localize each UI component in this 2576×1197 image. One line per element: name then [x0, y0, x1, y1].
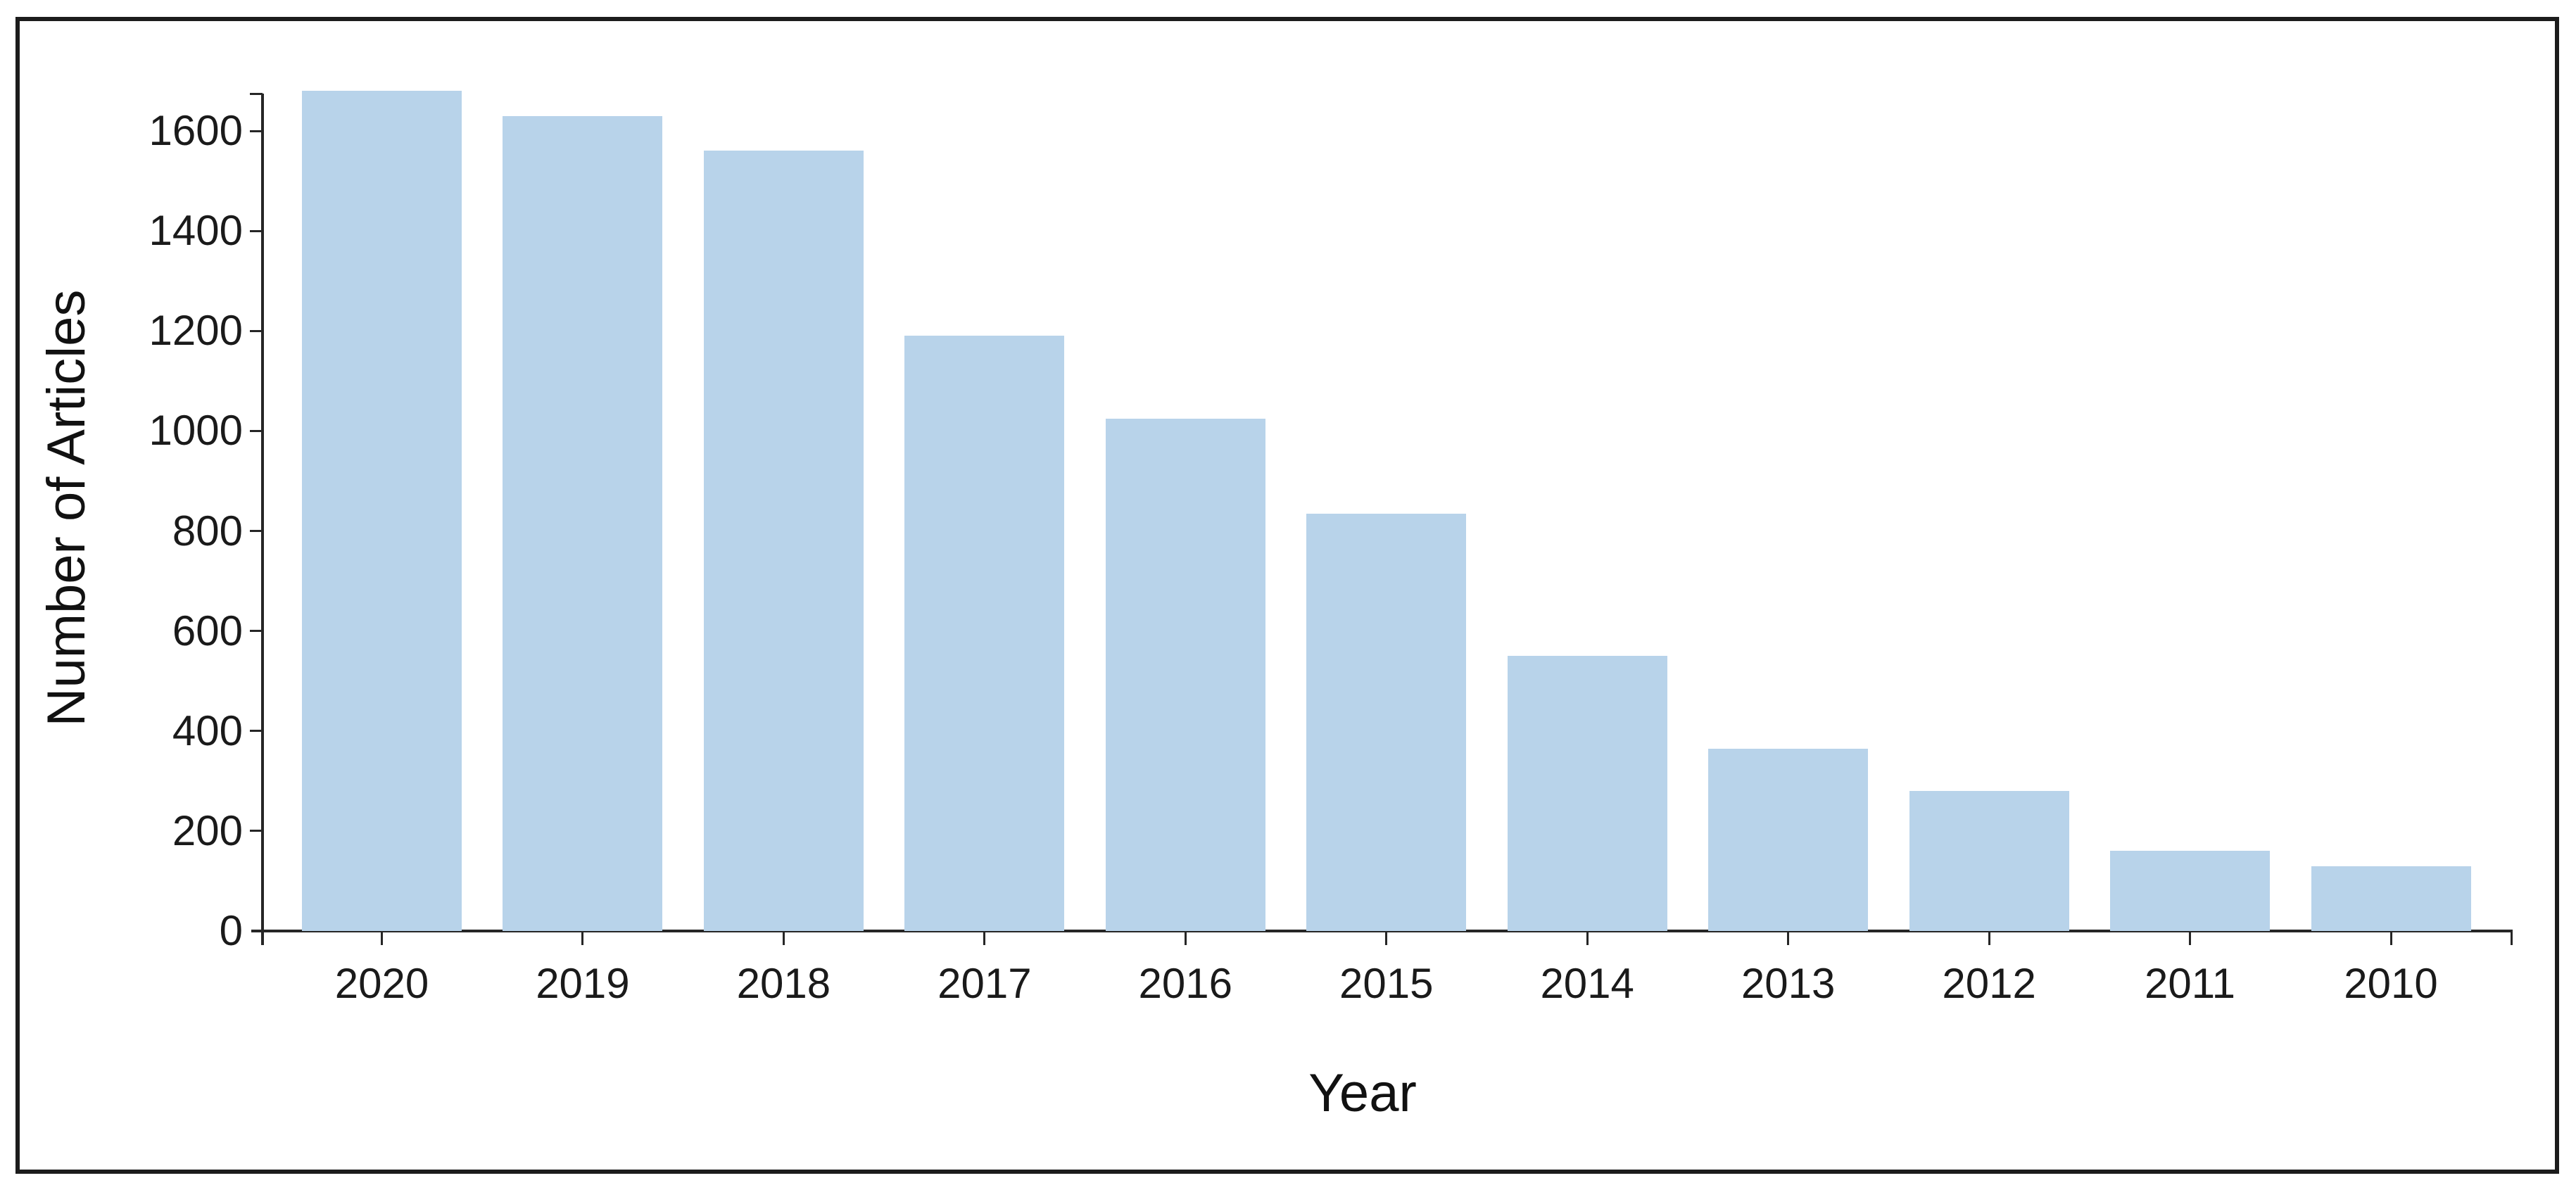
- x-tick-label: 2011: [2145, 960, 2236, 1007]
- x-tick: [1184, 931, 1187, 945]
- bar-2013: [1708, 748, 1869, 931]
- x-tick: [2189, 931, 2192, 945]
- x-tick: [381, 931, 383, 945]
- y-tick: [250, 129, 263, 132]
- bar-2018: [703, 151, 864, 931]
- bar-2016: [1105, 418, 1265, 931]
- bar-2010: [2311, 866, 2471, 931]
- y-tick: [250, 329, 263, 332]
- y-tick: [250, 730, 263, 733]
- y-tick-label: 1200: [149, 307, 243, 355]
- y-tick-label: 1600: [149, 107, 243, 154]
- bar-2014: [1507, 656, 1667, 931]
- y-tick-label: 600: [172, 607, 243, 654]
- y-tick: [250, 630, 263, 633]
- x-tick-label: 2012: [1942, 960, 2036, 1007]
- bar-2017: [904, 336, 1065, 931]
- x-tick-label: 2019: [536, 960, 630, 1007]
- x-tick-label: 2016: [1138, 960, 1233, 1007]
- x-tick-label: 2013: [1741, 960, 1836, 1007]
- y-tick-label: 1400: [149, 207, 243, 255]
- bar-2011: [2110, 851, 2271, 931]
- y-tick-label: 0: [219, 907, 243, 954]
- x-axis-line: [251, 930, 2513, 932]
- x-axis-title: Year: [1308, 1063, 1417, 1123]
- x-tick: [782, 931, 785, 945]
- y-tick: [250, 429, 263, 432]
- x-tick: [1586, 931, 1589, 945]
- y-tick: [250, 229, 263, 232]
- bar-2015: [1306, 513, 1467, 931]
- x-tick: [983, 931, 986, 945]
- x-tick-label: 2017: [937, 960, 1032, 1007]
- x-axis-end-tick: [2511, 931, 2513, 945]
- y-tick-label: 400: [172, 707, 243, 754]
- x-tick-label: 2010: [2344, 960, 2438, 1007]
- x-tick: [2389, 931, 2392, 945]
- x-tick-label: 2020: [334, 960, 429, 1007]
- y-axis-line: [261, 94, 264, 945]
- y-tick: [250, 830, 263, 832]
- y-axis-end-tick: [250, 93, 263, 95]
- x-tick-label: 2014: [1540, 960, 1634, 1007]
- y-tick-label: 200: [172, 806, 243, 854]
- x-tick-label: 2015: [1339, 960, 1434, 1007]
- y-tick-label: 1000: [149, 407, 243, 455]
- y-axis-title: Number of Articles: [37, 289, 96, 727]
- y-tick-label: 800: [172, 507, 243, 555]
- x-tick: [1385, 931, 1388, 945]
- y-tick: [250, 530, 263, 532]
- x-tick: [1988, 931, 1990, 945]
- x-tick: [581, 931, 584, 945]
- x-tick: [1787, 931, 1790, 945]
- bar-2012: [1909, 791, 2069, 931]
- bar-2020: [302, 91, 462, 931]
- x-tick-label: 2018: [736, 960, 831, 1007]
- bar-2019: [503, 115, 663, 931]
